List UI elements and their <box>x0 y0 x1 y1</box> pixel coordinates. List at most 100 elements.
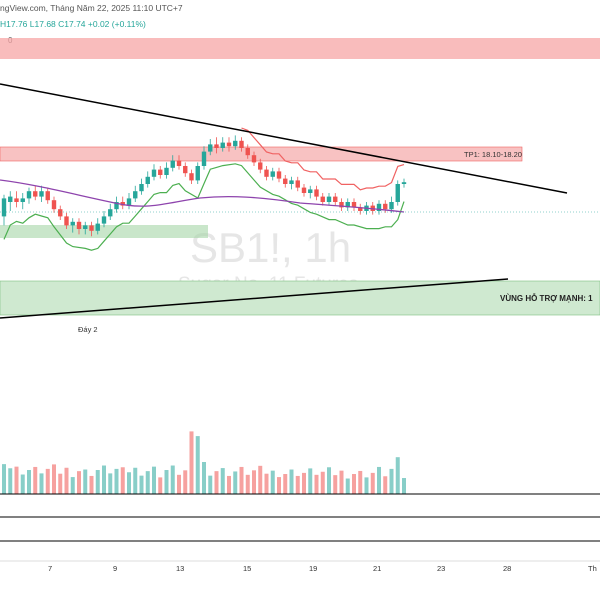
candle-body <box>158 169 163 175</box>
volume-bar <box>127 472 131 494</box>
volume-bar <box>139 475 144 494</box>
candle-body <box>151 169 157 177</box>
volume-bar <box>145 471 150 494</box>
volume-bar <box>27 470 31 494</box>
volume-bar <box>245 474 250 494</box>
volume-bar <box>102 465 106 494</box>
candle-body <box>64 216 69 226</box>
volume-bar <box>358 470 363 494</box>
candle-body <box>39 191 44 197</box>
candle-body <box>226 142 232 147</box>
volume-bar <box>327 467 331 494</box>
candle-body <box>58 209 63 217</box>
volume-bar <box>158 477 163 494</box>
moving-average-line <box>0 179 405 213</box>
candle-body <box>133 191 138 199</box>
volume-layer <box>2 431 406 494</box>
candle-body <box>345 202 350 208</box>
candle-body <box>301 187 307 193</box>
volume-bar <box>402 478 406 494</box>
candle-body <box>283 178 288 184</box>
candle-body <box>339 202 344 208</box>
candle-body <box>14 198 19 202</box>
candle-body <box>251 155 257 163</box>
candle-body <box>258 162 263 170</box>
volume-bar <box>120 467 125 494</box>
x-tick: 13 <box>176 564 184 573</box>
candle-body <box>176 160 182 166</box>
volume-bar <box>333 475 338 494</box>
header-ohlc: H17.76 L17.68 C17.74 +0.02 (+0.11%) <box>0 19 146 29</box>
volume-bar <box>289 469 294 494</box>
candle-body <box>358 207 363 211</box>
volume-bar <box>89 475 94 494</box>
candle-body <box>395 184 400 202</box>
x-tick: 28 <box>503 564 511 573</box>
tp-label: TP1: 18.10-18.20 <box>464 150 522 159</box>
candle-body <box>20 198 25 202</box>
support-label: VÙNG HỖ TRỢ MẠNH: 1 <box>500 294 593 303</box>
volume-bar <box>352 474 356 494</box>
candle-body <box>145 176 150 184</box>
candle-body <box>101 216 107 224</box>
volume-bar <box>258 465 263 494</box>
volume-bar <box>364 477 369 494</box>
volume-bar <box>39 473 44 494</box>
candle-body <box>8 196 13 202</box>
candle-body <box>108 209 113 217</box>
candle-body <box>264 169 269 177</box>
candle-body <box>270 171 275 177</box>
volume-bar <box>220 468 225 494</box>
left-support-box <box>0 225 208 238</box>
candle-body <box>239 140 244 148</box>
volume-bar <box>45 468 50 494</box>
candle-body <box>389 202 394 210</box>
x-tick: 9 <box>113 564 117 573</box>
volume-bar <box>377 466 381 494</box>
volume-bar <box>52 464 56 494</box>
volume-bar <box>64 467 69 494</box>
x-tick: 23 <box>437 564 445 573</box>
volume-bar <box>277 477 281 494</box>
volume-bar <box>183 470 188 494</box>
candle-body <box>120 202 125 206</box>
candle-body <box>139 184 144 192</box>
top-resistance-zone <box>0 38 600 59</box>
candle-body <box>95 223 100 231</box>
candle-body <box>308 189 313 193</box>
volume-bar <box>83 469 88 494</box>
candle-body <box>114 202 119 210</box>
volume-bar <box>70 477 75 494</box>
candle-body <box>208 144 213 152</box>
x-tick: 19 <box>309 564 317 573</box>
volume-bar <box>239 466 244 494</box>
volume-bar <box>152 466 156 494</box>
candle-body <box>70 221 75 226</box>
candle-body <box>401 182 407 184</box>
tp-zone <box>0 146 523 162</box>
candles-layer <box>1 135 407 237</box>
volume-bar <box>314 474 319 494</box>
candle-body <box>214 144 219 148</box>
candle-body <box>89 225 94 231</box>
candle-body <box>220 142 225 148</box>
volume-bar <box>195 436 200 494</box>
volume-bar <box>133 467 138 494</box>
volume-bar <box>2 464 6 494</box>
volume-bar <box>302 472 306 494</box>
volume-bar <box>283 474 288 494</box>
candle-body <box>276 171 282 179</box>
candle-body <box>189 173 194 181</box>
volume-bar <box>345 478 350 494</box>
candle-body <box>314 189 319 197</box>
candle-body <box>320 196 325 202</box>
candle-body <box>295 180 300 188</box>
volume-bar <box>208 475 213 494</box>
volume-bar <box>339 470 344 494</box>
candle-body <box>289 180 294 184</box>
supertrend-down-line <box>241 127 405 191</box>
volume-bar <box>270 470 275 494</box>
x-tick: Th <box>588 564 597 573</box>
volume-bar <box>14 466 19 494</box>
